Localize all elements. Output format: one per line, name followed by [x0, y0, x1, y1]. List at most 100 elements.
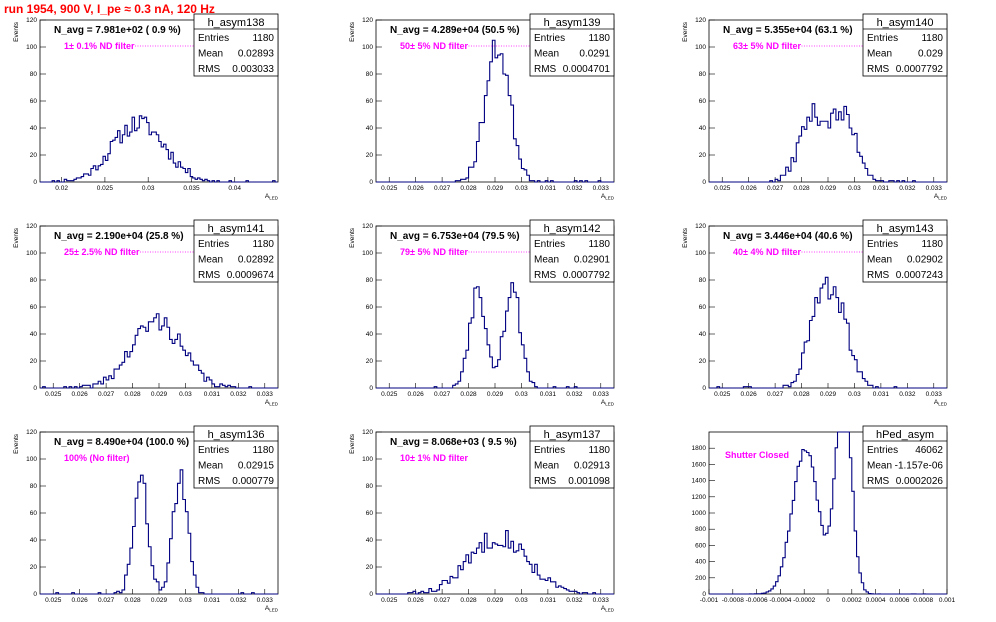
stats-box: h_asym136 Entries 1180 Mean 0.02915 RMS 0.0007… [193, 425, 279, 489]
y-tick-label: 80 [699, 277, 707, 284]
x-tick-label: 0.032 [566, 391, 583, 398]
y-tick-label: 120 [695, 223, 706, 230]
navg-label: N_avg = 8.490e+04 (100.0 %) [54, 437, 189, 448]
filter-annotation: Shutter Closed [725, 450, 789, 460]
y-axis-label: Events [13, 433, 20, 454]
y-tick-label: 100 [695, 250, 706, 257]
histogram-panel-h_asym137: 0 20 40 60 80 100 120 0.025 0.026 0.027 0.028 0.029… [349, 425, 615, 613]
stats-box: h_asym140 Entries 1180 Mean 0.029 RMS 0.000779… [862, 13, 948, 77]
stat-label-entries: Entries [198, 445, 229, 456]
y-tick-label: 1800 [692, 445, 707, 452]
stat-value-mean: -1.157e-06 [895, 461, 944, 472]
histogram-line [40, 313, 278, 389]
x-tick-label: 0.0002 [842, 597, 862, 604]
x-tick-label: 0.027 [434, 185, 451, 192]
y-axis-label: Events [682, 21, 689, 42]
y-tick-label: 80 [699, 71, 707, 78]
y-tick-label: 20 [699, 152, 707, 159]
stats-box-frame [529, 219, 615, 283]
stat-value-rms: 0.0007792 [563, 270, 611, 281]
y-tick-label: 120 [362, 429, 373, 436]
y-tick-label: 80 [366, 483, 374, 490]
x-axis-label: ALED [601, 193, 615, 201]
x-tick-label: 0.032 [899, 185, 916, 192]
stats-box-frame [862, 219, 948, 283]
y-tick-label: 40 [30, 125, 38, 132]
y-tick-label: 60 [366, 510, 374, 517]
y-tick-label: 60 [30, 98, 38, 105]
x-tick-label: 0.027 [434, 391, 451, 398]
x-axis-label: ALED [265, 399, 279, 407]
histogram-line [376, 282, 614, 389]
stat-label-mean: Mean [867, 255, 892, 266]
stat-value-mean: 0.029 [918, 49, 943, 60]
stat-value-rms: 0.0004701 [563, 64, 611, 75]
x-tick-label: 0.032 [566, 185, 583, 192]
stat-label-rms: RMS [867, 64, 890, 75]
navg-label: N_avg = 6.753e+04 (79.5 %) [390, 231, 520, 242]
x-tick-label: 0.03 [515, 185, 528, 192]
stat-value-entries: 1180 [252, 445, 274, 456]
x-tick-label: 0.026 [741, 185, 758, 192]
histogram-name: h_asym141 [208, 223, 265, 235]
y-tick-label: 1400 [692, 478, 707, 485]
y-tick-label: 0 [33, 591, 37, 598]
x-tick-label: 0.026 [741, 391, 758, 398]
stat-label-entries: Entries [867, 33, 898, 44]
filter-annotation: 1± 0.1% ND filter [64, 41, 135, 51]
x-tick-label: 0.027 [98, 391, 115, 398]
stats-box-frame [529, 13, 615, 77]
x-tick-label: 0.03 [179, 597, 192, 604]
histogram-panel-h_asym141: 0 20 40 60 80 100 120 0.025 0.026 0.027 0.028 0.029… [13, 219, 279, 407]
y-tick-label: 0 [33, 179, 37, 186]
stats-box-frame [193, 425, 279, 489]
x-tick-label: 0.032 [566, 597, 583, 604]
y-tick-label: 120 [362, 223, 373, 230]
x-tick-label: 0.035 [183, 185, 200, 192]
stat-value-rms: 0.0007792 [896, 64, 944, 75]
x-tick-label: 0.031 [873, 391, 890, 398]
y-tick-label: 20 [366, 564, 374, 571]
stats-box: h_asym139 Entries 1180 Mean 0.0291 RMS 0.00047… [529, 13, 615, 77]
y-axis-label: Events [13, 21, 20, 42]
y-tick-label: 40 [366, 125, 374, 132]
x-tick-label: 0.032 [230, 391, 247, 398]
x-tick-label: 0.033 [257, 391, 274, 398]
y-tick-label: 800 [695, 526, 706, 533]
x-tick-label: 0.028 [793, 391, 810, 398]
stats-box-frame [193, 13, 279, 77]
stat-value-mean: 0.02901 [574, 255, 611, 266]
stats-box-frame [193, 219, 279, 283]
x-tick-label: 0.001 [939, 597, 956, 604]
stats-box: h_asym137 Entries 1180 Mean 0.02913 RMS 0.0010… [529, 425, 615, 489]
y-tick-label: 0 [702, 179, 706, 186]
y-tick-label: 1000 [692, 510, 707, 517]
stats-box: h_asym141 Entries 1180 Mean 0.02892 RMS 0.0009… [193, 219, 279, 283]
x-tick-label: 0.029 [820, 391, 837, 398]
y-tick-label: 100 [362, 44, 373, 51]
x-tick-label: 0.027 [767, 391, 784, 398]
filter-annotation: 25± 2.5% ND filter [64, 247, 140, 257]
y-tick-label: 80 [30, 71, 38, 78]
x-axis-label: ALED [265, 605, 279, 613]
histogram-name: h_asym137 [544, 429, 601, 441]
filter-annotation: 50± 5% ND filter [400, 41, 468, 51]
histogram-name: h_asym136 [208, 429, 265, 441]
y-tick-label: 40 [30, 537, 38, 544]
x-tick-label: 0.025 [714, 185, 731, 192]
y-tick-label: 100 [26, 456, 37, 463]
navg-label: N_avg = 7.981e+02 ( 0.9 %) [54, 25, 181, 36]
x-axis-label: ALED [601, 605, 615, 613]
y-tick-label: 40 [30, 331, 38, 338]
y-tick-label: 1200 [692, 494, 707, 501]
x-tick-label: 0.029 [487, 597, 504, 604]
y-axis-label: Events [349, 433, 356, 454]
x-tick-label: 0.031 [540, 185, 557, 192]
x-tick-label: 0.03 [179, 391, 192, 398]
x-tick-label: 0.03 [848, 391, 861, 398]
histogram-panel-hPed_asym: 020040060080010001200140016001800-0.001-… [692, 425, 956, 604]
y-tick-label: 0 [33, 385, 37, 392]
x-tick-label: 0.0004 [866, 597, 886, 604]
x-tick-label: 0.03 [515, 597, 528, 604]
